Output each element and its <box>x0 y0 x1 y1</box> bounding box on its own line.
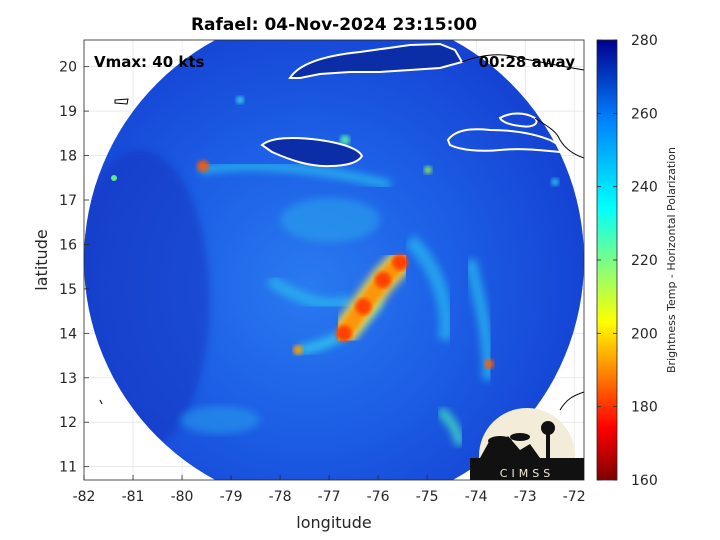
axes-frame <box>83 39 585 481</box>
x-tick-label: -80 <box>171 489 194 505</box>
vmax-label: Vmax: 40 kts <box>94 53 204 71</box>
y-tick-label: 18 <box>59 149 77 165</box>
warm-band-point <box>355 298 372 315</box>
x-tick-label: -76 <box>367 489 390 505</box>
y-tick-label: 19 <box>59 104 77 120</box>
y-tick-label: 17 <box>59 193 77 209</box>
x-tick-label: -79 <box>220 489 243 505</box>
x-axis-label: longitude <box>296 513 371 532</box>
hispaniola-landmass <box>446 128 563 154</box>
warm-band-point <box>392 254 409 271</box>
x-tick-label: -74 <box>465 489 488 505</box>
x-tick-label: -75 <box>416 489 439 505</box>
colorbar-ticks: 160 180 200 220 240 260 280 <box>597 33 658 489</box>
warm-band-point <box>375 272 392 288</box>
colorbar-tick-label: 160 <box>631 473 658 489</box>
cuba-east-outline <box>498 112 538 128</box>
x-tick-label: -77 <box>318 489 341 505</box>
x-tick-label: -72 <box>563 489 586 505</box>
jamaica-landmass <box>260 136 364 168</box>
x-tick-label: -73 <box>514 489 537 505</box>
y-tick-label: 11 <box>59 460 77 476</box>
warm-band-mid <box>335 254 409 342</box>
y-tick-label: 14 <box>59 326 77 342</box>
warm-band-point <box>335 325 352 342</box>
y-tick-label: 13 <box>59 371 77 387</box>
plot-area: -82 -81 -80 -79 -78 -77 -76 -75 -74 -73 -72 11 12 13 1… <box>59 39 586 505</box>
colorbar-tick-label: 180 <box>631 400 658 416</box>
colorbar-tick-label: 200 <box>631 326 658 342</box>
logo-text: CIMSS <box>500 467 554 480</box>
land-masses <box>260 42 563 168</box>
y-axis-label: latitude <box>32 229 51 290</box>
colorbar-tick-label: 280 <box>631 33 658 49</box>
colorbar: 160 180 200 220 240 260 280 Brightness Temp - … <box>596 33 678 489</box>
cuba-landmass <box>288 42 464 79</box>
y-tick-label: 15 <box>59 282 77 298</box>
y-tick-label: 12 <box>59 415 77 431</box>
colorbar-label: Brightness Temp - Horizontal Polarizatio… <box>665 147 678 373</box>
y-tick-label: 16 <box>59 237 77 253</box>
x-tick-label: -82 <box>73 489 96 505</box>
y-tick-label: 20 <box>59 60 77 76</box>
cimss-logo: CIMSS <box>470 408 584 480</box>
microwave-swath <box>84 40 584 480</box>
chart-title: Rafael: 04-Nov-2024 23:15:00 <box>191 15 477 35</box>
x-tick-label: -81 <box>122 489 145 505</box>
colorbar-tick-label: 260 <box>631 106 658 122</box>
warm-band <box>330 249 414 347</box>
colorbar-tick-label: 220 <box>631 253 658 269</box>
time-away-label: 00:28 away <box>479 53 576 71</box>
colorbar-tick-label: 240 <box>631 180 658 196</box>
x-tick-label: -78 <box>269 489 292 505</box>
axis-ticks: -82 -81 -80 -79 -78 -77 -76 -75 -74 -73 -72 11 12 13 1… <box>59 60 585 505</box>
